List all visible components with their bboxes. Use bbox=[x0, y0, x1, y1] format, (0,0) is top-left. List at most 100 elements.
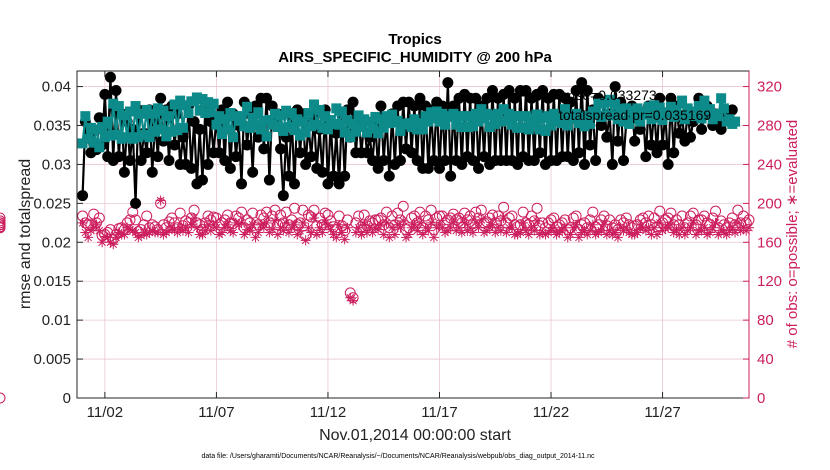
obs-evaluated-point bbox=[412, 225, 423, 236]
obs-evaluated-point bbox=[295, 225, 306, 236]
rmse-point bbox=[261, 92, 273, 104]
obs-evaluated-point bbox=[111, 232, 122, 243]
totalspread-point bbox=[713, 111, 724, 122]
obs-evaluated-point bbox=[702, 229, 713, 240]
obs-evaluated-point bbox=[610, 227, 621, 238]
totalspread-point bbox=[119, 110, 130, 121]
totalspread-point bbox=[127, 133, 138, 144]
totalspread-point bbox=[674, 110, 685, 121]
rmse-point bbox=[408, 100, 420, 112]
obs-evaluated-point bbox=[314, 222, 325, 233]
rmse-point bbox=[428, 155, 440, 167]
rmse-point bbox=[481, 92, 493, 104]
obs-evaluated-point bbox=[671, 225, 682, 236]
legend-totalspread-marker bbox=[531, 109, 543, 121]
obs-possible-point bbox=[0, 219, 6, 231]
obs-evaluated-point bbox=[398, 215, 409, 226]
totalspread-point bbox=[283, 122, 294, 133]
totalspread-point bbox=[250, 120, 261, 131]
y2-tick-label: 120 bbox=[757, 273, 782, 290]
obs-possible-point bbox=[665, 207, 677, 219]
x-tick-label: 11/07 bbox=[198, 404, 234, 421]
totalspread-point bbox=[256, 124, 267, 135]
obs-evaluated-point bbox=[417, 229, 428, 240]
obs-evaluated-point bbox=[551, 229, 562, 240]
totalspread-point bbox=[177, 122, 188, 133]
obs-evaluated-point bbox=[172, 227, 183, 238]
rmse-point bbox=[645, 139, 657, 151]
obs-possible-point bbox=[420, 210, 432, 222]
totalspread-point bbox=[373, 128, 384, 139]
obs-possible-point bbox=[414, 206, 426, 218]
obs-evaluated-point bbox=[414, 217, 425, 228]
obs-evaluated-point bbox=[596, 225, 607, 236]
obs-evaluated-point bbox=[479, 227, 490, 238]
obs-evaluated-point bbox=[445, 222, 456, 233]
obs-evaluated-point bbox=[704, 227, 715, 238]
obs-evaluated-point bbox=[108, 239, 119, 250]
rmse-point bbox=[512, 158, 524, 170]
rmse-point bbox=[445, 170, 457, 182]
rmse-point bbox=[288, 178, 300, 190]
obs-evaluated-point bbox=[200, 225, 211, 236]
obs-evaluated-point bbox=[269, 215, 280, 226]
rmse-point bbox=[684, 131, 696, 143]
totalspread-point bbox=[487, 110, 498, 121]
totalspread-point bbox=[211, 119, 222, 130]
obs-evaluated-point bbox=[612, 232, 623, 243]
totalspread-point bbox=[504, 108, 515, 119]
obs-evaluated-point bbox=[102, 232, 113, 243]
obs-possible-point bbox=[408, 210, 420, 222]
totalspread-point bbox=[124, 106, 135, 117]
obs-evaluated-point bbox=[147, 225, 158, 236]
x-tick-label: 11/22 bbox=[533, 404, 569, 421]
totalspread-point bbox=[417, 124, 428, 135]
totalspread-point bbox=[144, 132, 155, 143]
totalspread-point bbox=[258, 115, 269, 126]
y2-tick-label: 240 bbox=[757, 156, 782, 173]
obs-evaluated-point bbox=[124, 224, 135, 235]
rmse-point bbox=[316, 166, 328, 178]
totalspread-point bbox=[197, 94, 208, 105]
obs-evaluated-point bbox=[303, 222, 314, 233]
obs-evaluated-point bbox=[339, 234, 350, 245]
totalspread-point bbox=[593, 98, 604, 109]
totalspread-point bbox=[155, 124, 166, 135]
obs-evaluated-point bbox=[186, 219, 197, 230]
totalspread-point bbox=[431, 106, 442, 117]
obs-evaluated-point bbox=[727, 222, 738, 233]
obs-evaluated-point bbox=[529, 225, 540, 236]
obs-possible-point bbox=[687, 207, 699, 219]
obs-evaluated-point bbox=[122, 222, 133, 233]
rmse-point bbox=[567, 155, 579, 167]
rmse-point bbox=[169, 139, 181, 151]
totalspread-point bbox=[590, 109, 601, 120]
totalspread-point bbox=[718, 103, 729, 114]
totalspread-point bbox=[286, 108, 297, 119]
totalspread-point bbox=[579, 121, 590, 132]
obs-evaluated-point bbox=[643, 222, 654, 233]
y2-tick-label: 0 bbox=[757, 390, 765, 407]
obs-possible-point bbox=[353, 210, 365, 222]
totalspread-point bbox=[448, 108, 459, 119]
totalspread-point bbox=[216, 129, 227, 140]
rmse-point bbox=[456, 158, 468, 170]
totalspread-point bbox=[133, 132, 144, 143]
rmse-point bbox=[118, 166, 130, 178]
totalspread-point bbox=[303, 108, 314, 119]
x-tick-label: 11/27 bbox=[644, 404, 680, 421]
obs-possible-point bbox=[236, 206, 248, 218]
obs-evaluated-point bbox=[548, 222, 559, 233]
totalspread-point bbox=[183, 108, 194, 119]
totalspread-point bbox=[484, 122, 495, 133]
obs-evaluated-point bbox=[130, 227, 141, 238]
totalspread-point bbox=[367, 123, 378, 134]
obs-evaluated-point bbox=[534, 229, 545, 240]
obs-evaluated-point bbox=[537, 227, 548, 238]
totalspread-point bbox=[350, 126, 361, 137]
totalspread-point bbox=[359, 114, 370, 125]
totalspread-point bbox=[281, 105, 292, 116]
obs-evaluated-point bbox=[654, 217, 665, 228]
obs-possible-point bbox=[93, 212, 105, 224]
